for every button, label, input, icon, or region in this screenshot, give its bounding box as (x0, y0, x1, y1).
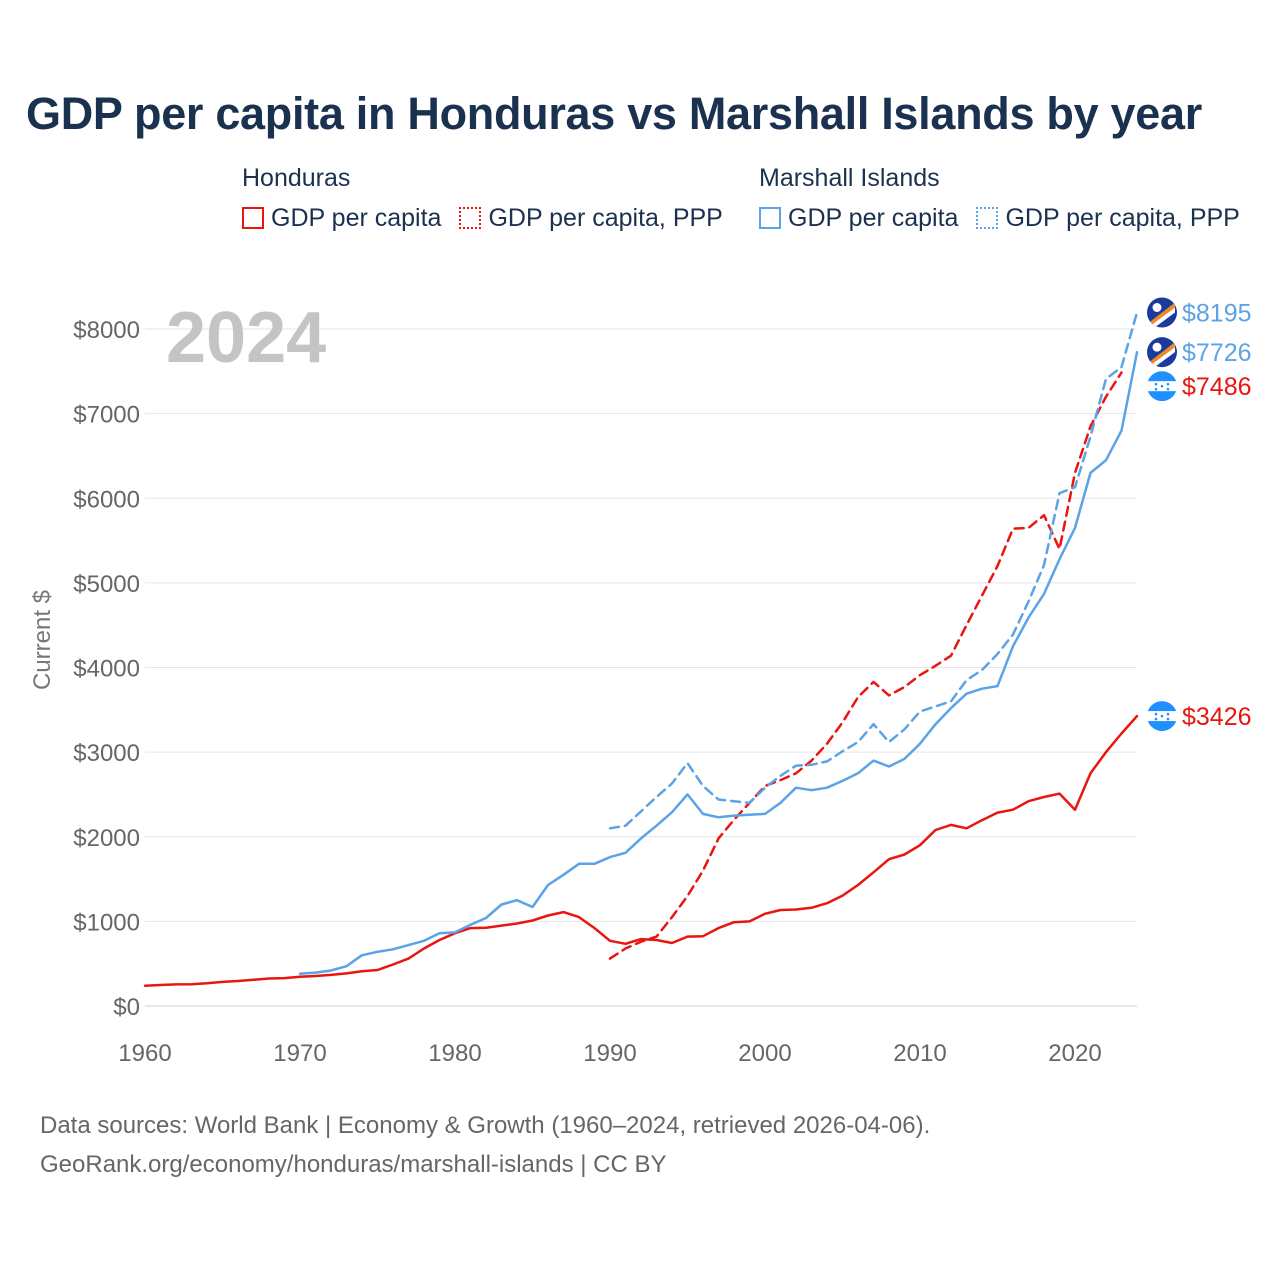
legend-group-title: Honduras (242, 164, 351, 192)
x-tick-label: 1980 (428, 1040, 481, 1067)
legend-item-honduras-gdp[interactable]: GDP per capita (242, 204, 441, 233)
y-axis-label: Current $ (29, 590, 56, 690)
legend-label: GDP per capita (271, 203, 442, 232)
marshall-islands-flag-icon (1147, 337, 1177, 368)
legend-item-marshall-gdp[interactable]: GDP per capita (759, 204, 958, 233)
series-line-2 (298, 350, 1139, 976)
y-tick-label: $2000 (73, 825, 140, 852)
source-line: Data sources: World Bank | Economy & Gro… (40, 1112, 931, 1139)
legend-swatch-solid (759, 207, 781, 229)
y-tick-label: $6000 (73, 486, 140, 513)
end-labels: $8195 $7726 $7486 $3426 (1147, 297, 1252, 732)
source-line: GeoRank.org/economy/honduras/marshall-is… (40, 1151, 667, 1178)
legend-item-honduras-gdp-ppp[interactable]: GDP per capita, PPP (459, 203, 723, 233)
x-tick-label: 1960 (118, 1040, 171, 1067)
legend-label: GDP per capita, PPP (488, 203, 723, 232)
y-tick-label: $4000 (73, 656, 140, 683)
x-tick-label: 2020 (1048, 1040, 1101, 1067)
y-tick-label: $0 (113, 994, 140, 1021)
grid (145, 328, 1137, 1007)
legend-label: GDP per capita, PPP (1005, 203, 1240, 232)
series-line-1 (608, 371, 1123, 960)
end-value-label: $3426 (1182, 703, 1252, 731)
legend-item-marshall-gdp-ppp[interactable]: GDP per capita, PPP (976, 203, 1240, 233)
y-tick-label: $7000 (73, 402, 140, 429)
x-tick-label: 2010 (893, 1040, 946, 1067)
y-tick-label: $8000 (73, 317, 140, 344)
y-tick-label: $1000 (73, 909, 140, 936)
x-tick-label: 1990 (583, 1040, 636, 1067)
end-value-label: $7486 (1182, 373, 1252, 401)
end-value-label: $7726 (1182, 339, 1252, 367)
honduras-flag-icon (1147, 371, 1177, 402)
series-line-0 (143, 714, 1139, 987)
chart-title: GDP per capita in Honduras vs Marshall I… (26, 88, 1202, 139)
y-tick-label: $3000 (73, 740, 140, 767)
legend-label: GDP per capita (788, 203, 959, 232)
honduras-flag-icon (1147, 701, 1177, 732)
line-chart: 2024 Current $ $0 $1000 $2000 $3000 $4000 $50… (29, 297, 1252, 1067)
data-sources: Data sources: World Bank | Economy & Gro… (40, 1106, 930, 1184)
x-axis: 1960 1970 1980 1990 2000 2010 2020 (118, 1040, 1101, 1067)
end-value-label: $8195 (1182, 299, 1252, 327)
y-tick-label: $5000 (73, 571, 140, 598)
x-tick-label: 2000 (738, 1040, 791, 1067)
x-tick-label: 1970 (273, 1040, 326, 1067)
legend-swatch-dotted (459, 207, 482, 229)
legend-group-honduras: Honduras GDP per capita GDP per capita, … (242, 160, 741, 240)
year-watermark: 2024 (166, 298, 326, 378)
legend-swatch-dotted (976, 207, 999, 229)
legend-group-title: Marshall Islands (759, 164, 940, 192)
series (143, 311, 1139, 987)
legend-swatch-solid (242, 207, 264, 229)
series-line-3 (608, 311, 1139, 830)
legend-group-marshall-islands: Marshall Islands GDP per capita GDP per … (759, 160, 1258, 240)
y-axis: $0 $1000 $2000 $3000 $4000 $5000 $6000 $7000 $80… (73, 317, 140, 1021)
marshall-islands-flag-icon (1147, 297, 1177, 328)
